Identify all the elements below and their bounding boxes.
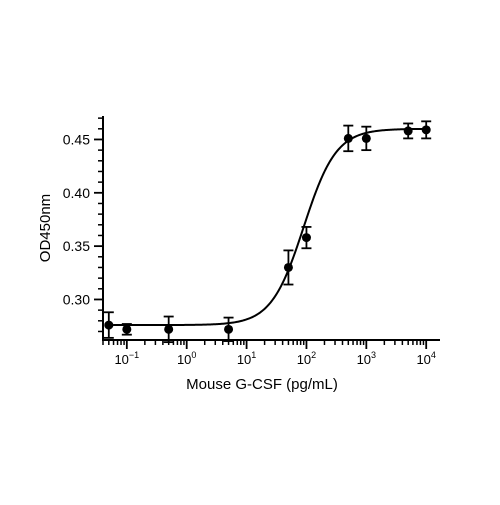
x-tick-label: 100 (177, 350, 196, 367)
y-tick-label: 0.30 (63, 291, 90, 307)
x-tick-label: 102 (297, 350, 316, 367)
data-points-layer (103, 120, 432, 344)
x-axis-label: Mouse G-CSF (pg/mL) (186, 376, 338, 393)
data-point (343, 133, 353, 143)
data-point (122, 324, 132, 334)
y-axis-label: OD450nm (37, 194, 54, 262)
x-tick-label: 101 (237, 350, 256, 367)
x-tick-label: 104 (416, 350, 435, 367)
data-point (283, 262, 293, 272)
data-point (403, 126, 413, 136)
fit-curve (108, 127, 427, 327)
data-point (104, 320, 114, 330)
data-point (361, 133, 371, 143)
y-tick-label: 0.45 (63, 131, 90, 147)
y-tick-label: 0.35 (63, 238, 90, 254)
y-tick-label: 0.40 (63, 185, 90, 201)
fit-curve-layer (108, 127, 427, 327)
data-point (301, 233, 311, 243)
x-tick-label: 10−1 (114, 350, 139, 367)
data-point (164, 324, 174, 334)
data-point (421, 125, 431, 135)
axes: 0.30 0.35 0.40 0.45 10−1 100 101 102 103 104 (63, 116, 440, 367)
data-point (224, 324, 234, 334)
x-tick-label: 103 (357, 350, 376, 367)
